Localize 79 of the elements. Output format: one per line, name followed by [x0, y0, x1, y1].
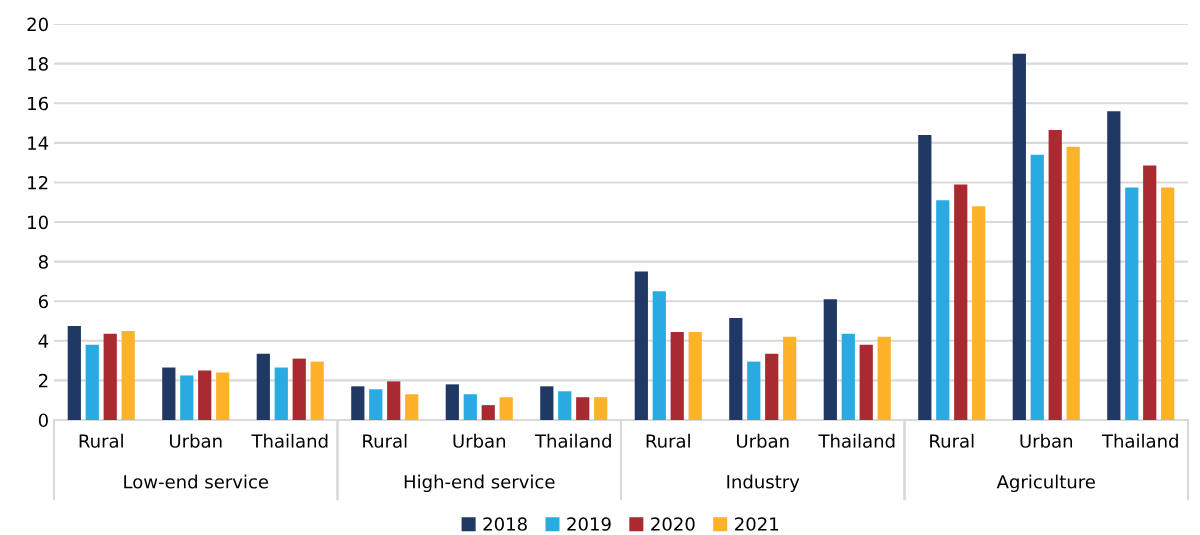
bar — [688, 331, 702, 420]
legend-label: 2021 — [735, 517, 779, 531]
bar — [481, 405, 495, 420]
x-tick-label: Thailand — [1101, 433, 1178, 448]
bar — [463, 394, 477, 420]
bar — [351, 386, 365, 420]
x-tick-label: Urban — [170, 433, 222, 448]
y-tick-label: 2 — [38, 373, 48, 388]
bar — [841, 333, 855, 420]
text: Industry — [727, 474, 800, 493]
bar — [954, 184, 968, 420]
bar — [1030, 154, 1044, 420]
text: Agriculture — [996, 474, 1095, 493]
bar — [85, 344, 99, 420]
x-tick-label: Rural — [646, 433, 690, 448]
legend-label: 2020 — [651, 517, 695, 531]
x-tick-label: Urban — [737, 433, 789, 448]
bar — [387, 381, 401, 420]
bar — [369, 389, 383, 420]
bar — [103, 333, 117, 420]
bar — [936, 200, 950, 420]
bar — [729, 318, 743, 420]
bar — [1048, 129, 1062, 420]
x-tick-label: Rural — [363, 433, 407, 448]
x-tick-label: Urban — [453, 433, 506, 448]
bar — [859, 344, 873, 420]
bar — [180, 375, 194, 420]
y-tick-label: 18 — [28, 57, 48, 71]
text: Low-end service — [124, 474, 269, 489]
bar — [877, 336, 891, 420]
y-tick-label: 14 — [28, 136, 49, 150]
bar — [405, 394, 419, 420]
bar — [576, 397, 590, 420]
bar — [1012, 53, 1026, 420]
x-tick-label: Rural — [79, 433, 123, 448]
bar — [747, 361, 761, 420]
bar — [918, 134, 932, 420]
bar — [310, 361, 324, 420]
bar — [594, 397, 608, 420]
bar — [540, 386, 554, 420]
x-tick-label: Thailand — [818, 433, 895, 448]
x-tick-label: Thailand — [534, 433, 611, 448]
y-tick-label: 10 — [28, 215, 48, 230]
y-tick-label: 0 — [38, 413, 48, 428]
bar — [121, 330, 135, 420]
y-tick-label: 4 — [38, 334, 49, 348]
legend-label: 2019 — [567, 517, 611, 531]
bar — [1107, 111, 1121, 420]
bar — [558, 391, 572, 420]
bar — [162, 367, 176, 420]
bar — [652, 291, 666, 420]
bar — [292, 358, 306, 420]
bar — [67, 325, 81, 420]
bar — [972, 206, 986, 420]
bar — [445, 384, 459, 420]
bar — [1066, 146, 1080, 420]
bar — [499, 397, 513, 420]
x-tick-label: Rural — [930, 433, 974, 448]
bar — [783, 336, 797, 420]
y-tick-label: 16 — [28, 96, 48, 111]
bar — [765, 353, 779, 420]
bar — [670, 331, 684, 420]
y-tick-label: 12 — [28, 175, 48, 190]
bar — [634, 271, 648, 420]
bar — [256, 353, 270, 420]
bar — [216, 372, 230, 420]
bar — [198, 370, 212, 420]
y-tick-label: 8 — [38, 255, 48, 269]
legend-label: 2018 — [483, 517, 527, 531]
bar — [274, 367, 288, 420]
x-tick-label: Urban — [1020, 433, 1073, 448]
text: High-end service — [404, 474, 555, 493]
bar — [1161, 187, 1175, 420]
bar — [1143, 165, 1157, 420]
y-tick-label: 6 — [38, 294, 48, 309]
x-tick-label: Thailand — [251, 433, 328, 448]
bar — [1125, 187, 1139, 420]
y-tick-label: 20 — [27, 17, 48, 32]
bar — [823, 299, 837, 420]
